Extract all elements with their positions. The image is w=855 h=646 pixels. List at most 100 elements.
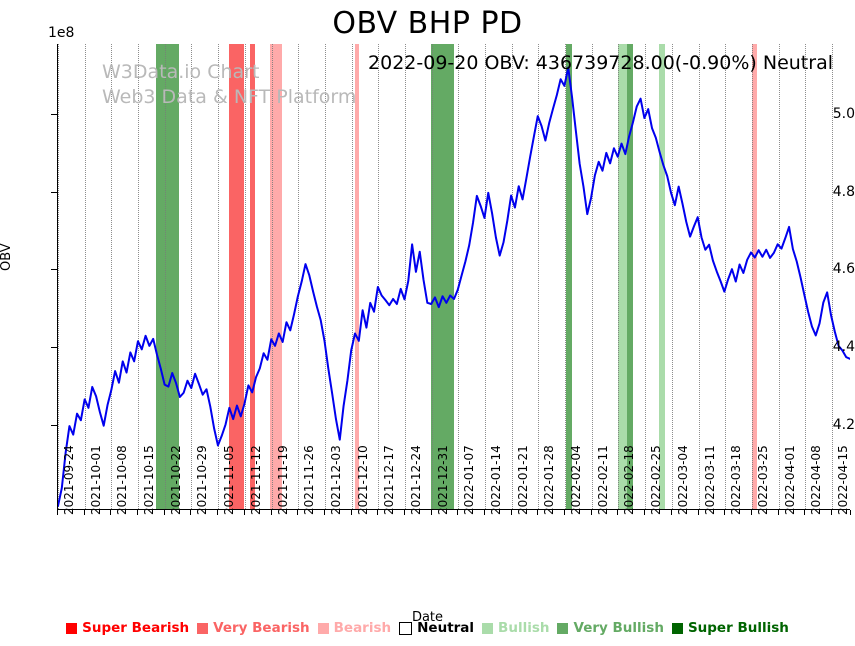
gridline — [591, 44, 593, 509]
gridline — [58, 44, 59, 509]
gridline — [404, 44, 406, 509]
gridline — [84, 44, 86, 509]
legend-entry[interactable]: Bullish — [482, 620, 549, 636]
x-tick-label: 2021-12-10 — [355, 445, 370, 515]
x-tick-label: 2022-01-21 — [515, 445, 530, 515]
legend-label: Bearish — [333, 620, 392, 636]
x-tick-label: 2021-12-17 — [382, 445, 397, 515]
x-tick-label: 2021-12-03 — [328, 445, 343, 515]
x-tick-label: 2022-02-18 — [622, 445, 637, 515]
gridline — [565, 44, 567, 509]
highlight-band — [269, 44, 282, 509]
y-tick-mark — [51, 269, 57, 271]
gridline — [458, 44, 460, 509]
legend-entry[interactable]: Super Bearish — [66, 620, 189, 636]
legend-entry[interactable]: Super Bullish — [671, 620, 789, 636]
x-tick-label: 2021-12-24 — [408, 445, 423, 515]
legend-entry[interactable]: Very Bullish — [557, 620, 664, 636]
legend-label: Super Bullish — [687, 620, 789, 636]
highlight-band — [617, 44, 628, 509]
x-tick-mark — [850, 510, 851, 515]
gridline — [431, 44, 433, 509]
gridline — [218, 44, 220, 509]
y-tick-label: 4.6 — [832, 261, 855, 278]
y-tick-label: 4.2 — [832, 416, 855, 433]
x-tick-mark — [83, 510, 85, 515]
gridline — [244, 44, 246, 509]
x-tick-label: 2021-11-26 — [302, 445, 317, 515]
x-tick-mark — [377, 510, 379, 515]
legend-entry[interactable]: Bearish — [317, 620, 392, 636]
legend-entry[interactable]: Neutral — [399, 620, 474, 636]
y-axis-offset-label: 1e8 — [48, 25, 75, 41]
x-tick-mark — [110, 510, 112, 515]
legend-swatch-icon — [317, 622, 329, 634]
x-tick-mark — [830, 510, 832, 515]
x-tick-label: 2021-10-08 — [115, 445, 130, 515]
gridline — [645, 44, 647, 509]
legend-label: Super Bearish — [82, 620, 190, 636]
x-tick-label: 2022-01-14 — [489, 445, 503, 515]
y-tick-label: 4.4 — [832, 338, 855, 355]
chart-subtitle: 2022-09-20 OBV: 436739728.00(-0.90%) Neu… — [368, 52, 833, 74]
x-tick-label: 2022-03-18 — [729, 445, 744, 515]
x-tick-mark — [697, 510, 699, 515]
gridline — [164, 44, 166, 509]
y-tick-label: 4.8 — [832, 183, 855, 200]
x-tick-mark — [323, 510, 325, 515]
series-line-layer — [58, 44, 850, 509]
x-tick-mark — [57, 510, 58, 515]
legend: Super Bearish Very Bearish Bearish Neutral B… — [0, 620, 855, 636]
highlight-band — [229, 44, 245, 509]
highlight-band — [566, 44, 572, 509]
x-tick-mark — [190, 510, 192, 515]
gridline — [671, 44, 673, 509]
y-tick-mark — [51, 424, 57, 426]
gridline — [831, 44, 833, 509]
highlight-bands-layer — [58, 44, 850, 509]
gridlines-layer — [58, 44, 850, 509]
highlight-band — [430, 44, 454, 509]
legend-swatch-icon — [399, 621, 413, 635]
gridline — [778, 44, 780, 509]
x-tick-label: 2021-10-15 — [142, 445, 157, 515]
gridline — [485, 44, 486, 509]
x-tick-mark — [777, 510, 779, 515]
gridline — [138, 44, 140, 509]
x-tick-mark — [137, 510, 139, 515]
y-axis-title: OBV — [0, 243, 14, 271]
x-tick-mark — [484, 510, 485, 515]
legend-label: Very Bearish — [213, 620, 310, 636]
x-tick-label: 2021-10-29 — [195, 445, 210, 515]
gridline — [298, 44, 300, 509]
x-tick-mark — [297, 510, 299, 515]
page-title: OBV BHP PD — [332, 6, 523, 41]
legend-swatch-icon — [557, 622, 569, 634]
x-tick-label: 2022-04-08 — [809, 445, 824, 515]
gridline — [751, 44, 753, 509]
gridline — [618, 44, 620, 509]
gridline — [271, 44, 273, 509]
x-tick-mark — [644, 510, 646, 515]
x-tick-label: 2022-01-07 — [462, 445, 477, 515]
x-tick-label: 2022-04-01 — [782, 445, 797, 515]
x-tick-label: 2022-03-04 — [675, 445, 690, 515]
x-tick-mark — [430, 510, 432, 515]
highlight-band — [155, 44, 180, 509]
legend-label: Neutral — [417, 620, 475, 636]
x-tick-label: 2021-10-22 — [168, 445, 183, 515]
legend-entry[interactable]: Very Bearish — [197, 620, 310, 636]
x-tick-label: 2021-11-12 — [248, 445, 263, 515]
x-tick-mark — [724, 510, 726, 515]
x-tick-mark — [537, 510, 539, 515]
legend-label: Bullish — [498, 620, 550, 636]
x-tick-mark — [457, 510, 459, 515]
y-tick-mark — [51, 113, 57, 115]
x-tick-mark — [163, 510, 165, 515]
x-tick-label: 2021-11-19 — [275, 445, 290, 515]
x-tick-label: 2022-01-28 — [542, 445, 557, 515]
gridline — [805, 44, 807, 509]
gridline — [538, 44, 540, 509]
plot-area: W3Data.io Chart Web3 Data & NFT Platform — [57, 44, 850, 510]
x-tick-mark — [804, 510, 806, 515]
